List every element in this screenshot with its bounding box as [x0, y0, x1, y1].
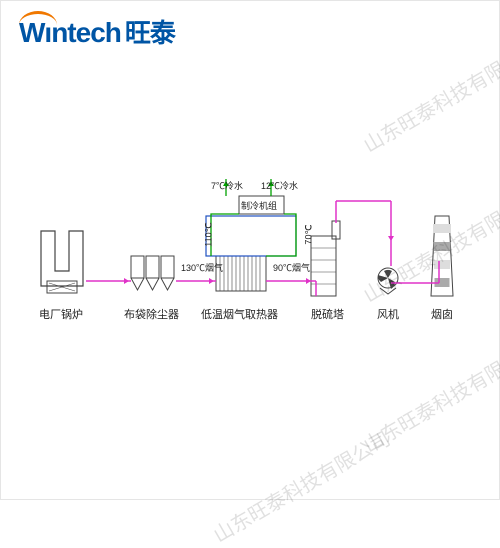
process-diagram: 制冷机组电厂锅炉 布袋除尘器 低温烟气取热器 脱硫塔 风机 烟囱 7℃冷水 12℃冷水 110℃… — [1, 1, 500, 501]
label: 布袋除尘器 — [124, 306, 179, 322]
label: 7℃冷水 — [211, 179, 243, 192]
label: 110℃ — [204, 222, 215, 246]
label: 70℃ — [304, 224, 315, 244]
label: 制冷机组 — [241, 199, 277, 212]
label: 130℃烟气 — [181, 261, 223, 274]
label: 风机 — [377, 306, 399, 322]
label: 12℃冷水 — [261, 179, 298, 192]
label: 90℃烟气 — [273, 261, 310, 274]
label: 脱硫塔 — [311, 306, 344, 322]
diagram-svg — [1, 1, 500, 501]
label: 烟囱 — [431, 306, 453, 322]
label: 电厂锅炉 — [39, 306, 83, 322]
label: 低温烟气取热器 — [201, 306, 278, 322]
